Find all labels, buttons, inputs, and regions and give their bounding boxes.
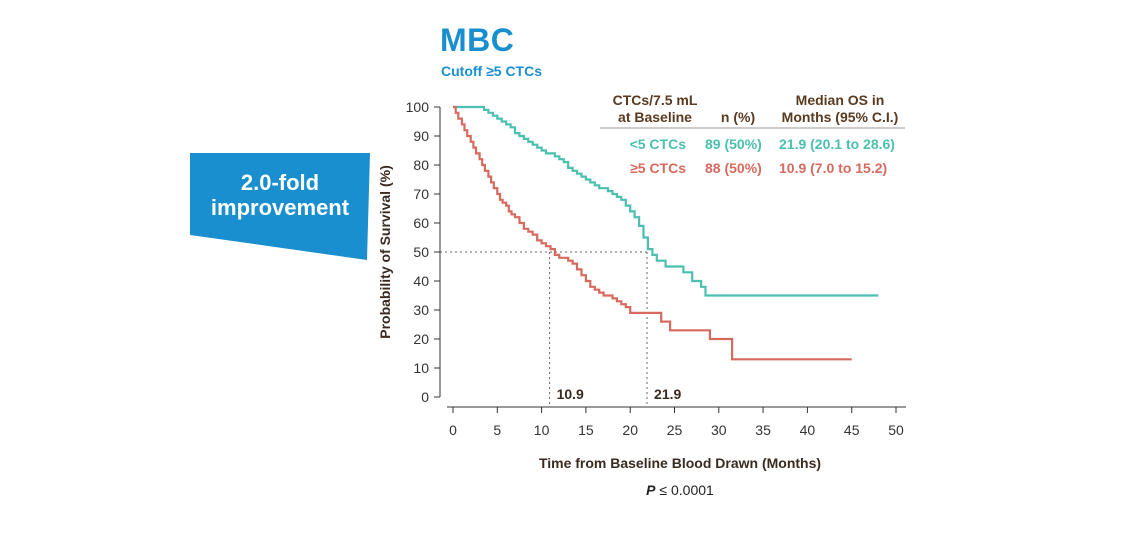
banner-line2: improvement <box>210 195 350 220</box>
chart-title: MBC <box>440 22 515 58</box>
median-label: 21.9 <box>654 386 681 402</box>
legend-row-low-os: 21.9 (20.1 to 28.6) <box>779 136 895 152</box>
x-tick-label: 30 <box>711 422 727 438</box>
y-tick-label: 100 <box>406 99 430 115</box>
tick-labels: 0 10 20 30 40 50 60 70 80 90 100 0 5 10 15 20 25 30 35 40 45… <box>406 99 904 438</box>
banner-shape <box>190 153 370 260</box>
series-layer <box>453 105 879 361</box>
p-value-label: P <box>646 482 656 498</box>
x-tick-label: 25 <box>667 422 683 438</box>
table-header-os-line2: Months (95% C.I.) <box>781 109 899 125</box>
legend-row-high-n: 88 (50%) <box>705 160 762 176</box>
table-header-n: n (%) <box>720 109 756 125</box>
y-tick-label: 60 <box>413 215 429 231</box>
legend-row-high-os: 10.9 (7.0 to 15.2) <box>779 160 888 176</box>
y-tick-label: 0 <box>421 389 429 405</box>
x-tick-label: 50 <box>888 422 904 438</box>
p-value-text: ≤ 0.0001 <box>659 482 714 498</box>
y-tick-label: 40 <box>413 273 429 289</box>
table-header-os-line1: Median OS in <box>795 92 885 108</box>
x-tick-label: 5 <box>493 422 501 438</box>
table-header-group: CTCs/7.5 mL at Baseline <box>605 92 705 126</box>
x-tick-label: 0 <box>449 422 457 438</box>
x-tick-label: 20 <box>622 422 638 438</box>
banner-line1: 2.0-fold <box>240 170 320 195</box>
y-tick-label: 50 <box>413 244 429 260</box>
table-header-os: Median OS in Months (95% C.I.) <box>770 92 910 126</box>
y-tick-label: 90 <box>413 128 429 144</box>
chart-subtitle: Cutoff ≥5 CTCs <box>441 63 543 79</box>
median-label: 10.9 <box>557 386 584 402</box>
p-value: P ≤ 0.0001 <box>560 482 800 498</box>
legend-row-low-n: 89 (50%) <box>705 136 762 152</box>
y-tick-label: 30 <box>413 302 429 318</box>
y-tick-label: 10 <box>413 360 429 376</box>
x-tick-label: 40 <box>800 422 816 438</box>
reference-lines <box>440 251 648 407</box>
x-tick-label: 10 <box>534 422 550 438</box>
y-axis-label: Probability of Survival (%) <box>377 165 393 339</box>
x-axis-label: Time from Baseline Blood Drawn (Months) <box>538 455 822 471</box>
table-header-group-line2: at Baseline <box>618 109 692 125</box>
y-tick-label: 20 <box>413 331 429 347</box>
y-tick-label: 80 <box>413 157 429 173</box>
x-tick-label: 15 <box>578 422 594 438</box>
improvement-banner: 2.0-fold improvement <box>190 170 370 220</box>
table-header-group-line1: CTCs/7.5 mL <box>612 92 698 108</box>
x-tick-label: 35 <box>755 422 771 438</box>
legend-row-high-group: ≥5 CTCs <box>630 160 686 176</box>
y-tick-label: 70 <box>413 186 429 202</box>
series-low-ctc-line <box>453 105 879 297</box>
legend-row-low-group: <5 CTCs <box>629 136 686 152</box>
axes <box>434 106 906 413</box>
x-tick-label: 45 <box>844 422 860 438</box>
series-high-ctc-line <box>453 105 852 361</box>
